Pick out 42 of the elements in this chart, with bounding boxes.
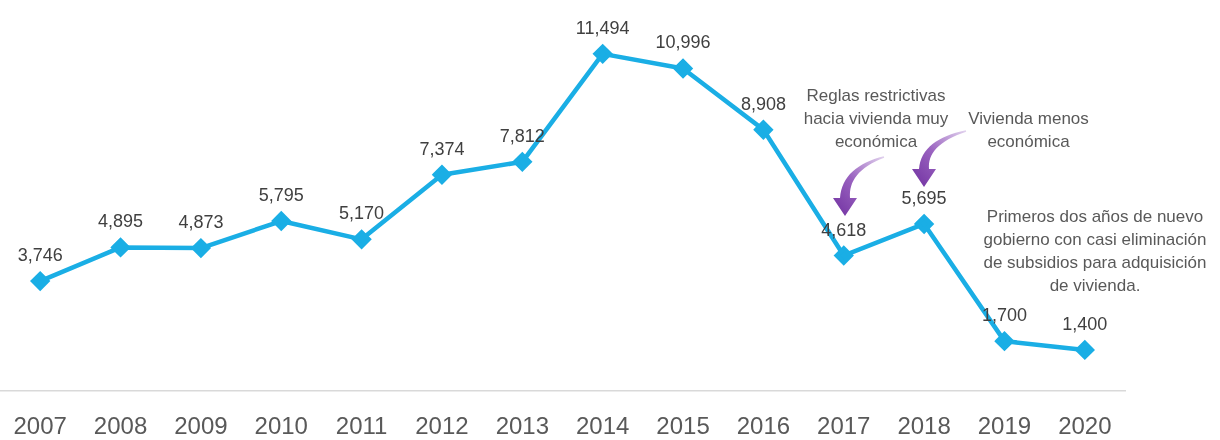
x-tick-label: 2019 bbox=[977, 411, 1032, 439]
data-label: 1,400 bbox=[1062, 313, 1108, 334]
x-tick-label: 2020 bbox=[1058, 411, 1112, 439]
data-label: 7,374 bbox=[419, 138, 465, 159]
x-tick-label: 2007 bbox=[13, 411, 67, 439]
point bbox=[513, 152, 532, 172]
data-label: 4,873 bbox=[178, 212, 224, 233]
point bbox=[191, 238, 211, 258]
x-tick-label: 2011 bbox=[335, 411, 388, 439]
x-tick-label: 2013 bbox=[495, 411, 550, 439]
point bbox=[30, 271, 50, 291]
data-label: 5,695 bbox=[901, 187, 947, 208]
x-tick-label: 2017 bbox=[817, 411, 871, 439]
x-tick-label: 2009 bbox=[174, 411, 228, 439]
annotation: Reglas restrictivas hacia vivienda muy económica bbox=[802, 85, 950, 153]
data-label: 8,908 bbox=[740, 93, 786, 114]
point bbox=[673, 59, 693, 78]
point bbox=[834, 246, 853, 265]
point bbox=[432, 165, 452, 184]
point bbox=[1075, 340, 1095, 360]
data-label: 11,494 bbox=[575, 17, 630, 38]
data-label: 5,795 bbox=[258, 184, 304, 205]
point bbox=[111, 238, 130, 257]
data-label: 10,996 bbox=[655, 32, 711, 53]
data-label: 4,895 bbox=[98, 211, 144, 232]
x-tick-label: 2015 bbox=[656, 411, 710, 439]
annotation: Primeros dos años de nuevo gobierno con casi eliminación de subsidios para adquisición de vivienda. bbox=[982, 206, 1208, 297]
x-tick-label: 2016 bbox=[736, 411, 791, 439]
data-label: 3,746 bbox=[17, 245, 63, 266]
x-tick-label: 2014 bbox=[575, 411, 630, 439]
annotation: Vivienda menos económica bbox=[967, 108, 1090, 153]
x-tick-label: 2010 bbox=[254, 411, 308, 439]
point bbox=[995, 331, 1014, 351]
x-tick-label: 2008 bbox=[93, 411, 148, 439]
x-tick-label: 2012 bbox=[415, 411, 469, 439]
point bbox=[914, 214, 934, 234]
point bbox=[352, 230, 371, 249]
x-tick-label: 2018 bbox=[897, 411, 951, 439]
data-label: 5,170 bbox=[339, 203, 385, 224]
point bbox=[272, 211, 291, 231]
point bbox=[754, 120, 773, 139]
point bbox=[593, 44, 612, 64]
